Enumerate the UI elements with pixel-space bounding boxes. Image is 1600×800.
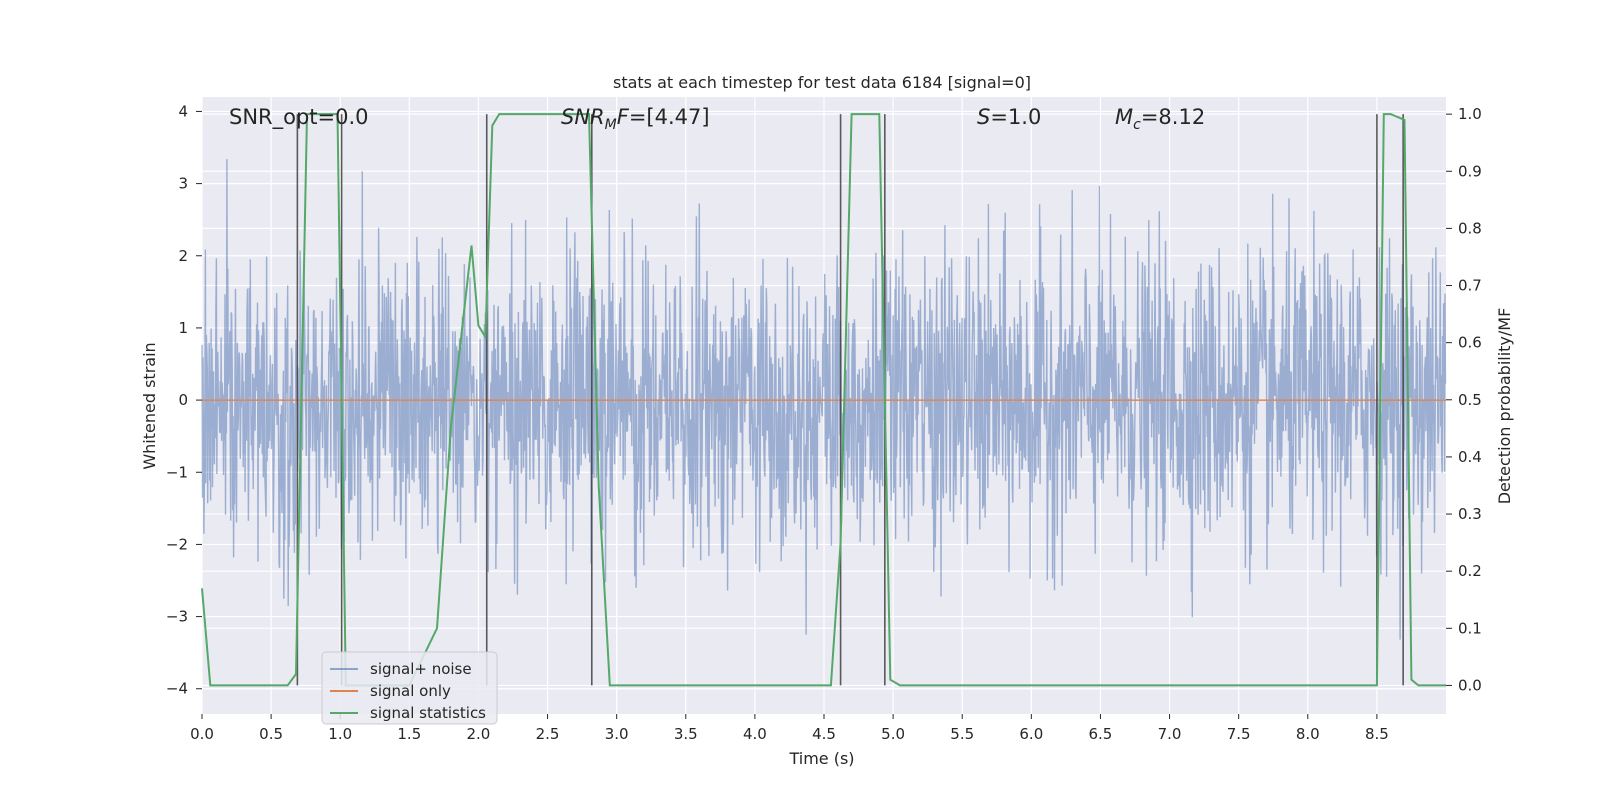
chart-title: stats at each timestep for test data 618… [613, 73, 1031, 92]
y-tick-label-left: 0 [178, 391, 188, 409]
x-tick-label: 2.0 [467, 725, 491, 743]
y-tick-label-left: −2 [166, 535, 188, 553]
y-tick-label-right: 0.0 [1458, 676, 1482, 694]
x-tick-label: 2.5 [536, 725, 560, 743]
legend-label: signal+ noise [370, 660, 472, 678]
x-tick-label: 1.0 [328, 725, 352, 743]
y-tick-label-right: 0.4 [1458, 448, 1482, 466]
series-line-signal-statistics [201, 113, 1446, 687]
y-tick-label-right: 0.5 [1458, 391, 1482, 409]
y-tick-label-right: 0.1 [1458, 619, 1482, 637]
x-tick-label: 7.0 [1158, 725, 1182, 743]
x-tick-label: 7.5 [1227, 725, 1251, 743]
annotations: SNR_opt=0.0 SNRMF=[4.47] S=1.0 Mc=8.12 [229, 105, 1205, 133]
legend-label: signal only [370, 682, 451, 700]
y-tick-label-left: 3 [178, 175, 188, 193]
y-tick-label-left: −1 [166, 463, 188, 481]
x-axis-label: Time (s) [788, 749, 854, 768]
legend: signal+ noise signal only signal statistic… [321, 651, 498, 725]
y-tick-label-left: 1 [178, 319, 188, 337]
x-tick-label: 6.5 [1089, 725, 1113, 743]
axes: 0.0 0.5 1.0 1.5 2.0 2.5 3.0 3.5 4.0 4.5 5.0 5.5 6.0 6… [166, 102, 1482, 743]
annotation-snr-opt: SNR_opt=0.0 [229, 105, 369, 130]
series-line-signal-noise [201, 159, 1447, 640]
x-tick-label: 8.0 [1296, 725, 1320, 743]
y-axis-label-right: Detection probability/MF [1495, 308, 1514, 505]
legend-label: signal statistics [370, 704, 486, 722]
y-tick-label-right: 0.2 [1458, 562, 1482, 580]
y-tick-label-left: −3 [166, 608, 188, 626]
y-tick-label-right: 0.7 [1458, 277, 1482, 295]
y-tick-label-left: −4 [166, 680, 188, 698]
x-tick-label: 8.5 [1365, 725, 1389, 743]
x-tick-label: 0.5 [259, 725, 283, 743]
y-tick-label-right: 0.8 [1458, 219, 1482, 237]
y-tick-label-left: 2 [178, 247, 188, 265]
x-tick-label: 4.5 [812, 725, 836, 743]
x-tick-label: 4.0 [743, 725, 767, 743]
x-tick-label: 0.0 [190, 725, 214, 743]
x-tick-label: 5.0 [881, 725, 905, 743]
grid [201, 97, 1446, 714]
x-tick-label: 6.0 [1019, 725, 1043, 743]
y-tick-label-left: 4 [178, 102, 188, 120]
legend-box [321, 651, 498, 725]
y-tick-label-right: 0.6 [1458, 334, 1482, 352]
y-axis-label-left: Whitened strain [140, 342, 159, 469]
y-tick-label-right: 0.3 [1458, 505, 1482, 523]
series-signal-noise [201, 159, 1447, 640]
x-tick-label: 3.5 [674, 725, 698, 743]
x-tick-label: 3.0 [605, 725, 629, 743]
x-tick-label: 5.5 [950, 725, 974, 743]
annotation-mc: Mc=8.12 [1115, 105, 1205, 133]
annotation-snr-mf: SNRMF=[4.47] [561, 105, 710, 133]
y-tick-label-right: 0.9 [1458, 162, 1482, 180]
annotation-s: S=1.0 [977, 105, 1041, 129]
y-tick-label-right: 1.0 [1458, 105, 1482, 123]
x-tick-label: 1.5 [397, 725, 421, 743]
series-signal-statistics [201, 113, 1446, 687]
